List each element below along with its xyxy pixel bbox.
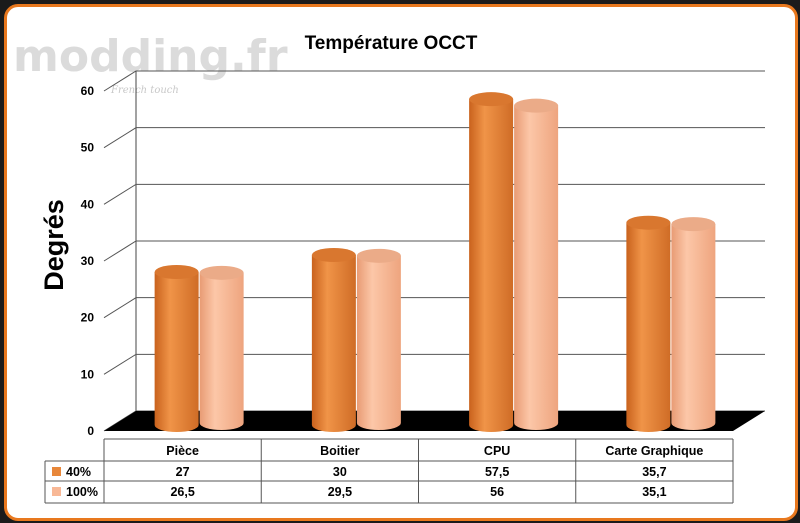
category-label: Carte Graphique [605,444,703,458]
bar-body [311,255,356,432]
gridline [103,70,765,92]
bar [469,92,514,433]
bar-body [626,222,671,432]
bar-body [671,224,716,430]
legend-swatch [52,467,61,476]
data-cell: 27 [176,465,190,479]
chart-floor [104,411,765,431]
bar [199,265,244,430]
bar-top [199,265,244,280]
watermark-brand: modding.fr [13,31,288,82]
data-cell: 35,7 [642,465,666,479]
chart: modding.fr French touch Température OCCT… [13,31,765,504]
y-tick-label: 40 [81,197,95,211]
chart-title: Température OCCT [305,33,478,54]
bar-top [514,98,559,113]
data-cell: 57,5 [485,465,509,479]
category-label: CPU [484,444,510,458]
legend-label: 40% [66,465,91,479]
legend-swatch [52,487,61,496]
y-axis-ticks: 0 10 20 30 40 50 60 [81,84,95,438]
bar-top [356,248,401,263]
bar [514,98,559,431]
y-tick-label: 10 [81,367,95,381]
gridline [103,127,765,149]
y-tick-label: 50 [81,141,95,155]
data-cell: 29,5 [328,485,352,499]
chart-frame: modding.fr French touch Température OCCT… [4,4,798,521]
category-label: Pièce [166,444,199,458]
data-cell: 30 [333,465,347,479]
y-tick-label: 0 [87,424,94,438]
bar-top [311,248,356,262]
bar [311,248,356,432]
bar-top [469,92,514,107]
legend-label: 100% [66,485,98,499]
bars [154,92,716,433]
bar [626,215,671,432]
bar [154,265,199,432]
y-tick-label: 30 [81,254,95,268]
bar-top [626,215,671,230]
data-cell: 26,5 [170,485,194,499]
bar-body [199,272,244,430]
bar-body [154,272,199,432]
bar [671,217,716,430]
data-cell: 35,1 [642,485,666,499]
bar-body [469,99,514,433]
bar-body [356,255,401,430]
bar-top [154,265,199,279]
bar-top [671,217,716,232]
y-tick-label: 20 [81,311,95,325]
gridline [103,183,765,205]
y-tick-label: 60 [81,84,95,98]
bar [356,248,401,430]
category-label: Boitier [320,444,360,458]
watermark: modding.fr French touch [13,31,288,96]
y-axis-label: Degrés [39,199,69,291]
bar-body [514,105,559,431]
data-table: Pièce Boitier CPU Carte Graphique 40% 27 30 57,… [44,438,734,504]
data-cell: 56 [490,485,504,499]
watermark-tagline: French touch [110,85,179,96]
